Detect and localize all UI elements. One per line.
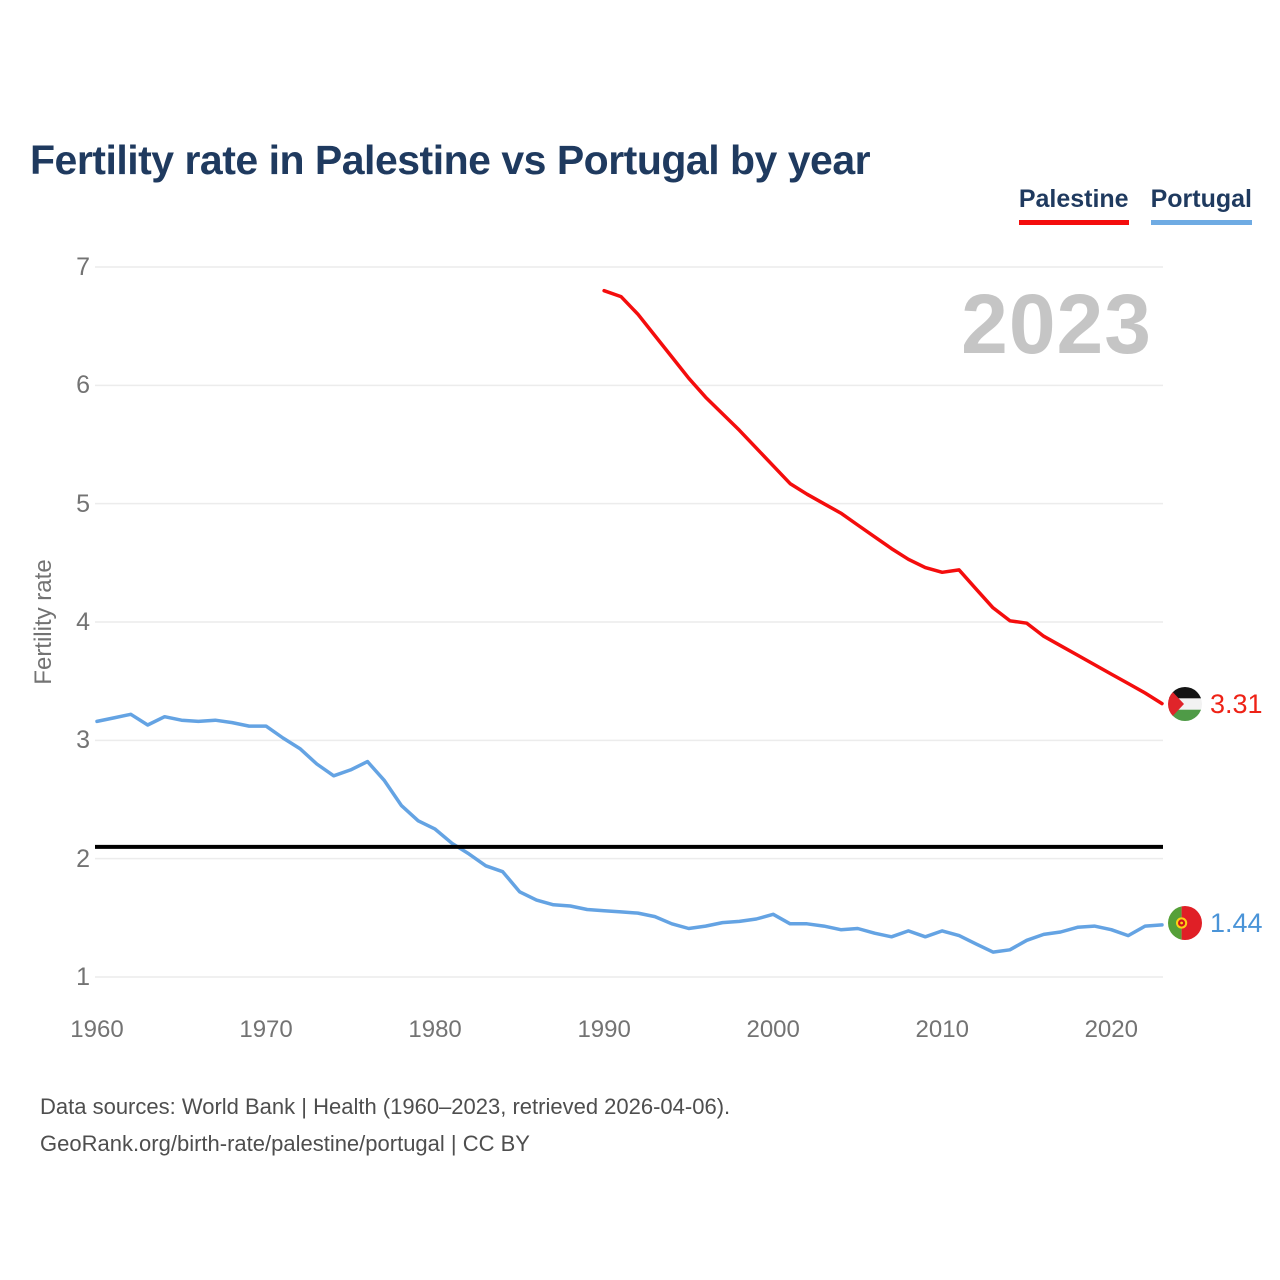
series-line-portugal[interactable] (95, 712, 1164, 954)
footer: Data sources: World Bank | Health (1960–… (40, 1088, 730, 1162)
legend-item-palestine[interactable]: Palestine (1018, 185, 1129, 225)
y-tick-1: 1 (76, 963, 90, 991)
y-tick-5: 5 (76, 489, 90, 518)
footer-sources: Data sources: World Bank | Health (1960–… (40, 1094, 731, 1119)
end-label-portugal: 1.44 (1168, 906, 1263, 940)
x-tick-1970: 1970 (239, 1016, 293, 1043)
x-tick-2000: 2000 (746, 1016, 800, 1043)
x-tick-2020: 2020 (1084, 1016, 1138, 1043)
y-tick-2: 2 (76, 844, 90, 873)
page-title: Fertility rate in Palestine vs Portugal … (30, 137, 871, 184)
palestine-flag-icon (1168, 687, 1202, 721)
end-value-portugal: 1.44 (1210, 907, 1263, 938)
y-tick-3: 3 (76, 726, 90, 755)
portugal-flag-icon (1168, 906, 1202, 940)
x-tick-1960: 1960 (70, 1016, 124, 1043)
legend-item-portugal[interactable]: Portugal (1150, 185, 1252, 225)
footer-attribution: GeoRank.org/birth-rate/palestine/portuga… (40, 1131, 530, 1156)
x-tick-2010: 2010 (915, 1016, 969, 1043)
y-tick-4: 4 (76, 608, 90, 636)
end-value-palestine: 3.31 (1210, 688, 1263, 719)
x-tick-1980: 1980 (408, 1016, 462, 1043)
legend: Palestine Portugal (1018, 185, 1252, 225)
x-tick-1990: 1990 (577, 1016, 631, 1043)
year-watermark: 2023 (961, 277, 1152, 371)
series-line-palestine[interactable] (602, 288, 1164, 706)
end-label-palestine: 3.31 (1168, 687, 1263, 721)
y-tick-6: 6 (76, 371, 90, 400)
y-tick-7: 7 (76, 253, 90, 281)
